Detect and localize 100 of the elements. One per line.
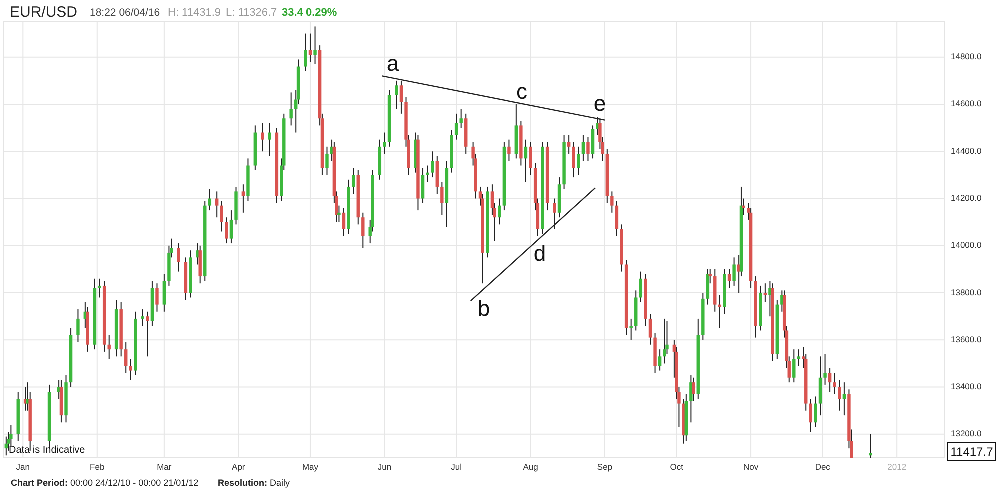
candlestick <box>572 142 576 178</box>
candlestick <box>400 80 404 114</box>
candlestick <box>838 380 842 412</box>
candlestick <box>648 314 652 346</box>
x-tick-label: Dec <box>815 462 832 472</box>
candlestick <box>615 200 619 237</box>
candlestick <box>10 424 13 447</box>
candlestick <box>524 139 528 183</box>
candlestick <box>797 349 801 367</box>
candlestick <box>308 33 312 63</box>
x-tick-label: Jan <box>16 462 30 472</box>
text: 0.29% <box>306 7 338 19</box>
candlestick <box>260 122 264 152</box>
candlestick <box>156 283 159 312</box>
annotation: c <box>516 78 528 104</box>
candlestick <box>230 210 234 244</box>
candlestick <box>225 217 228 244</box>
candlestick <box>4 436 8 456</box>
candlestick <box>177 243 180 272</box>
candlestick <box>814 396 818 428</box>
candlestick <box>630 318 633 341</box>
y-tick-label: 14600.0 <box>951 98 982 109</box>
candlestick <box>764 283 768 303</box>
text: H: 11431.9 <box>168 7 222 19</box>
chart-title: EUR/USD <box>10 4 78 21</box>
candlestick <box>76 309 80 344</box>
candlestick <box>108 334 111 360</box>
candlestick <box>395 80 398 110</box>
candlestick <box>124 342 128 374</box>
candlestick <box>342 208 346 237</box>
x-tick-label: Jun <box>378 462 392 472</box>
y-tick-label: 13400.0 <box>951 382 982 392</box>
chart-subtitle: 18:22 06/04/16 <box>90 7 160 19</box>
x-tick-label: Aug <box>523 462 539 472</box>
candlestick <box>828 368 832 393</box>
annotation: d <box>534 240 546 266</box>
candlestick <box>383 132 386 154</box>
x-tick-label: Feb <box>90 462 105 472</box>
candlestick <box>508 139 511 162</box>
candlestick <box>440 182 444 216</box>
y-tick-label: 13800.0 <box>951 287 982 298</box>
candlestick <box>268 122 272 157</box>
annotation: a <box>386 50 400 76</box>
candlestick <box>352 168 356 195</box>
y-tick-label: 14800.0 <box>951 52 982 62</box>
candlestick <box>426 165 430 183</box>
candlestick <box>842 382 846 416</box>
candlestick <box>431 151 434 178</box>
candlestick <box>529 142 532 176</box>
candlestick <box>833 372 836 395</box>
x-tick-label: 2012 <box>888 462 907 472</box>
candlestick <box>577 146 580 176</box>
candlestick <box>792 349 796 384</box>
x-tick-label: Nov <box>743 462 760 472</box>
annotation: b <box>478 296 490 321</box>
text: 33.4 <box>282 7 304 19</box>
candlestick <box>454 113 458 140</box>
x-tick-label: Mar <box>157 462 172 472</box>
x-tick-label: May <box>302 462 320 472</box>
candlestick <box>290 92 293 126</box>
candlestick <box>146 311 150 358</box>
candlestick <box>639 271 643 303</box>
candlestick <box>869 434 872 458</box>
candlestick <box>728 268 732 289</box>
candlestick <box>658 349 662 372</box>
candlestick <box>362 212 365 249</box>
candlestick <box>421 168 425 204</box>
y-tick-label: 13600.0 <box>951 334 982 344</box>
candlestick <box>498 198 502 226</box>
candlestick <box>582 134 586 162</box>
x-tick-label: Sep <box>597 462 613 472</box>
candlestick <box>610 191 614 214</box>
candlestick <box>208 188 212 212</box>
y-tick-label: 14200.0 <box>951 193 982 204</box>
annotation: Data is Indicative <box>9 445 86 456</box>
text: Resolution: Daily <box>218 478 291 488</box>
candlestick <box>216 191 219 218</box>
candlestick <box>663 318 666 364</box>
candlestick <box>553 198 556 230</box>
candlestick <box>141 309 144 327</box>
candlestick <box>586 136 590 162</box>
text: L: 11326.7 <box>226 7 278 19</box>
x-tick-label: Apr <box>232 462 246 472</box>
y-tick-label: 13200.0 <box>951 428 982 439</box>
x-tick-label: Jul <box>451 462 462 472</box>
text: Chart Period: 00:00 24/12/10 - 00:00 21/01/12 <box>11 478 199 488</box>
candlestick <box>314 26 317 65</box>
annotation: e <box>594 90 606 116</box>
candlestick <box>732 257 736 286</box>
candlestick <box>326 146 329 176</box>
candlestick <box>809 398 813 433</box>
candlestick <box>460 108 463 129</box>
candlestick <box>129 358 133 381</box>
text: 11417.7 <box>950 445 994 459</box>
candlestick <box>304 33 308 72</box>
candlestick <box>824 354 827 386</box>
candlestick <box>220 200 224 232</box>
candlestick <box>98 278 102 298</box>
y-tick-label: 14000.0 <box>951 240 982 250</box>
x-tick-label: Oct <box>670 462 684 472</box>
